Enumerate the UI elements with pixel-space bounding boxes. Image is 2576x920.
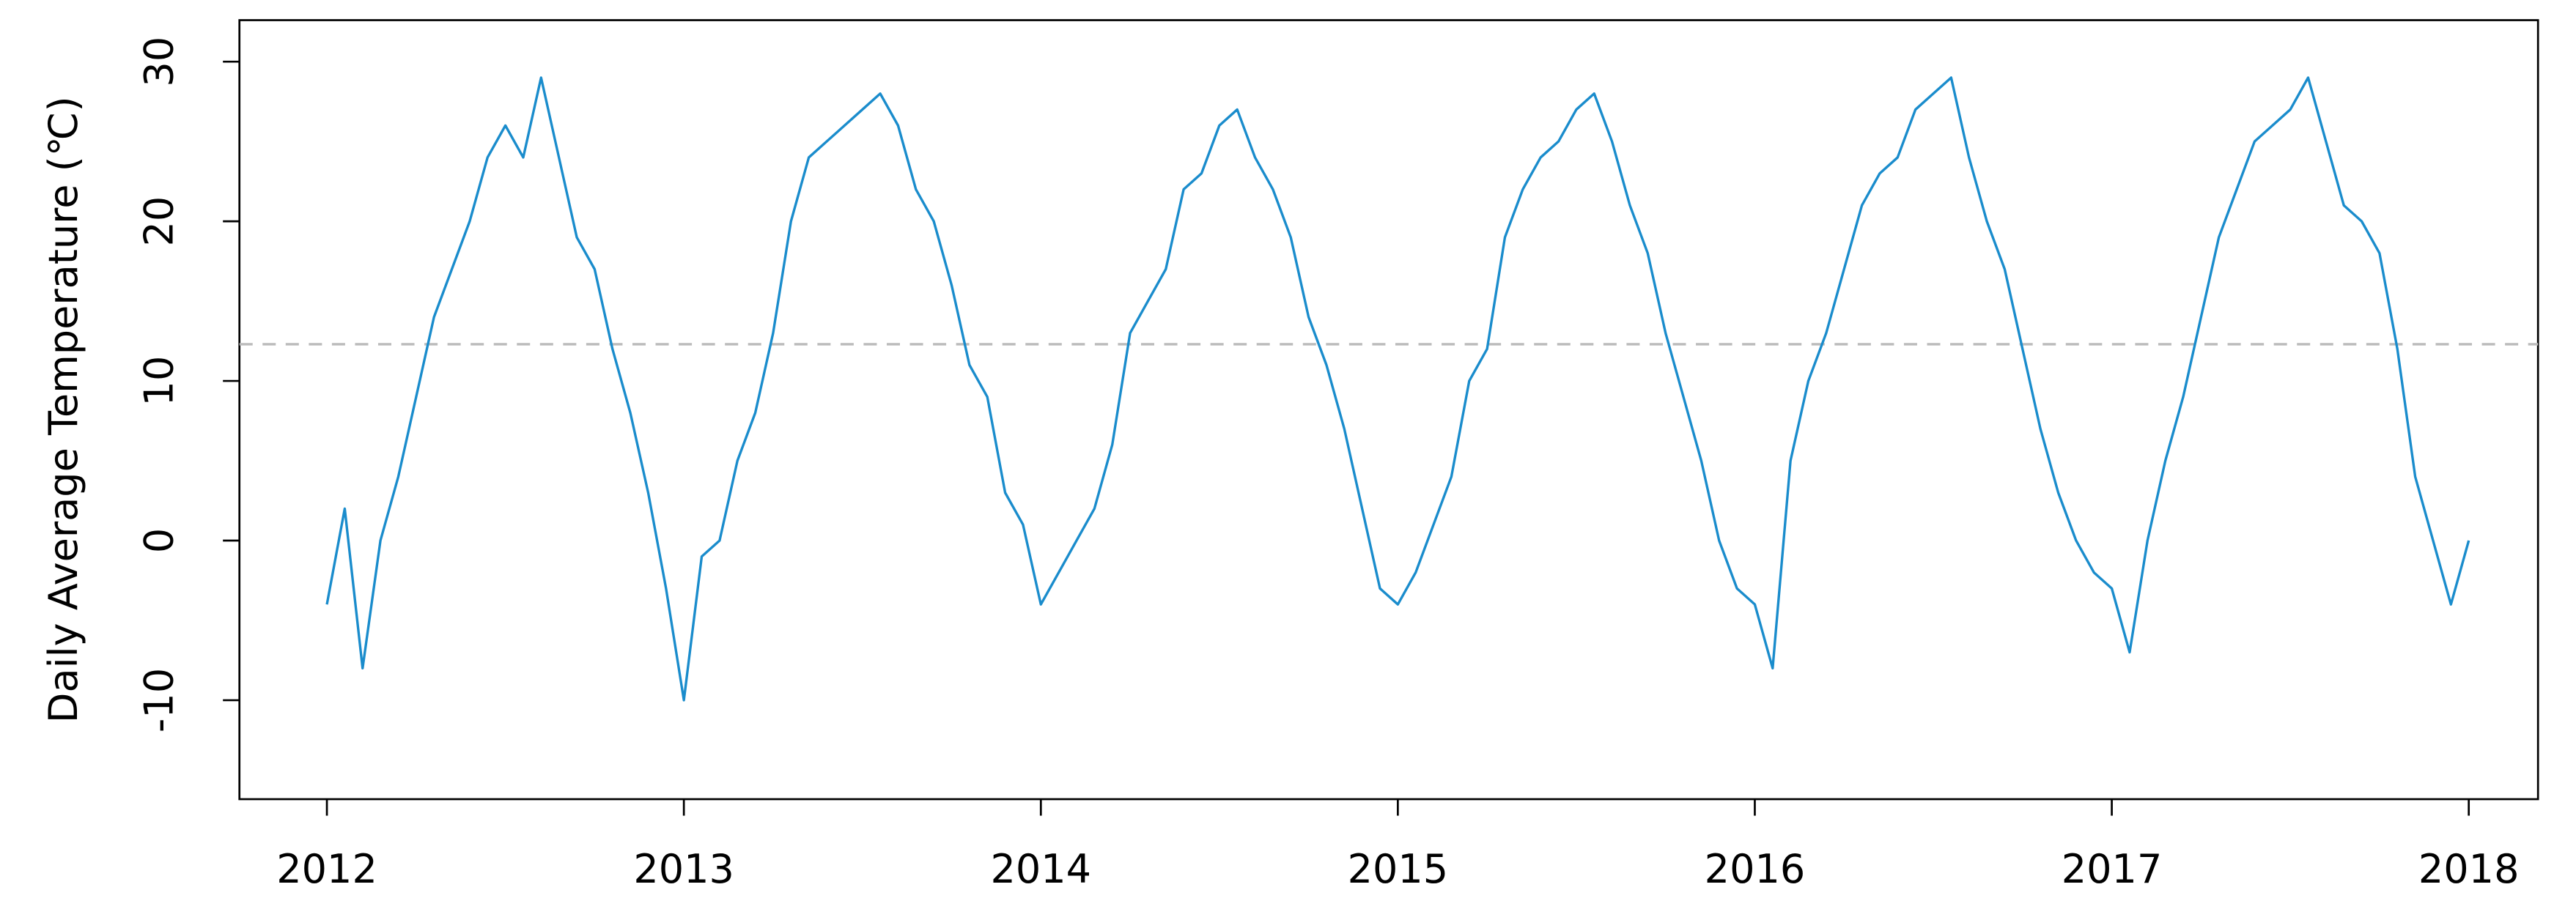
plot-frame	[238, 19, 2539, 801]
x-tick-label: 2014	[990, 846, 1091, 892]
x-tick-label: 2015	[1348, 846, 1449, 892]
x-tick-label: 2012	[276, 846, 377, 892]
x-tick-label: 2018	[2418, 846, 2520, 892]
x-tick-label: 2013	[633, 846, 734, 892]
x-tick-label: 2016	[1705, 846, 1806, 892]
y-tick-label: 0	[136, 528, 182, 553]
x-tick-label: 2017	[2062, 846, 2163, 892]
y-tick-label: 10	[136, 356, 182, 407]
y-axis-label: Daily Average Temperature (℃)	[40, 96, 86, 723]
y-tick-label: 20	[136, 196, 182, 247]
y-tick-label: 30	[136, 37, 182, 87]
temperature-line	[325, 76, 2470, 702]
y-tick-label: -10	[136, 668, 182, 732]
